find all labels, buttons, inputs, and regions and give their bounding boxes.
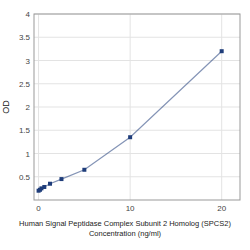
y-tick-label: 1.5	[19, 126, 31, 135]
x-tick-label: 0	[36, 204, 41, 213]
grid-line-y	[34, 37, 240, 38]
plot-frame	[34, 14, 240, 200]
grid-line-y	[34, 83, 240, 84]
y-tick-label: 3.5	[19, 33, 31, 42]
point	[48, 182, 52, 186]
point	[128, 135, 132, 139]
grid-line-y	[34, 153, 240, 154]
y-tick-label: 2	[26, 103, 31, 112]
chart: 0.5 1 1.5 2 2.5 3 3.5 4 0 10 20 Human Signal Peptid…	[0, 0, 250, 250]
y-tick-label: 4	[26, 10, 31, 19]
point	[82, 168, 86, 172]
line	[39, 51, 222, 191]
x-tick-label: 20	[217, 204, 226, 213]
x-axis-label: Human Signal Peptidase Complex Subunit 2…	[19, 219, 231, 238]
point	[59, 177, 63, 181]
y-tick-label: 2.5	[19, 80, 31, 89]
x-axis-label-line: Concentration (ng/ml)	[89, 229, 162, 238]
point	[220, 49, 224, 53]
y-tick-label: 3	[26, 57, 31, 66]
axes: 0.5 1 1.5 2 2.5 3 3.5 4 0 10 20	[19, 10, 240, 213]
chart-container: 0.5 1 1.5 2 2.5 3 3.5 4 0 10 20 Human Signal Peptid…	[0, 0, 250, 250]
grid-line-x	[221, 14, 222, 200]
y-tick-label: 1	[26, 150, 31, 159]
grid	[34, 14, 240, 200]
x-axis-label-line: Human Signal Peptidase Complex Subunit 2…	[19, 219, 231, 228]
y-tick-label: 0.5	[19, 173, 31, 182]
point	[42, 185, 46, 189]
grid-line-y	[34, 107, 240, 108]
x-tick-label: 10	[126, 204, 135, 213]
grid-line-y	[34, 60, 240, 61]
grid-line-x	[130, 14, 131, 200]
data	[37, 49, 224, 193]
y-axis-label: OD	[1, 100, 11, 114]
grid-line-x	[38, 14, 39, 200]
